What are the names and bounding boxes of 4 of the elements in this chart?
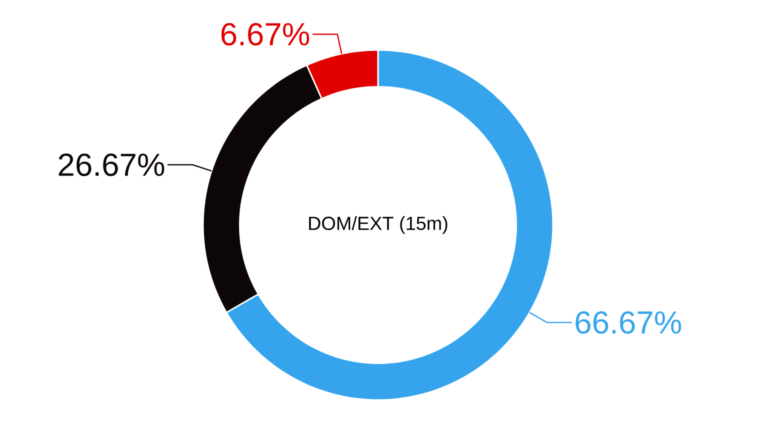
text: DOM/EXT (15m) — [309, 216, 448, 234]
data-label: 26.67% — [58, 154, 164, 176]
data-label: 6.67% — [221, 22, 310, 46]
data-label: 66.67% — [576, 311, 682, 334]
